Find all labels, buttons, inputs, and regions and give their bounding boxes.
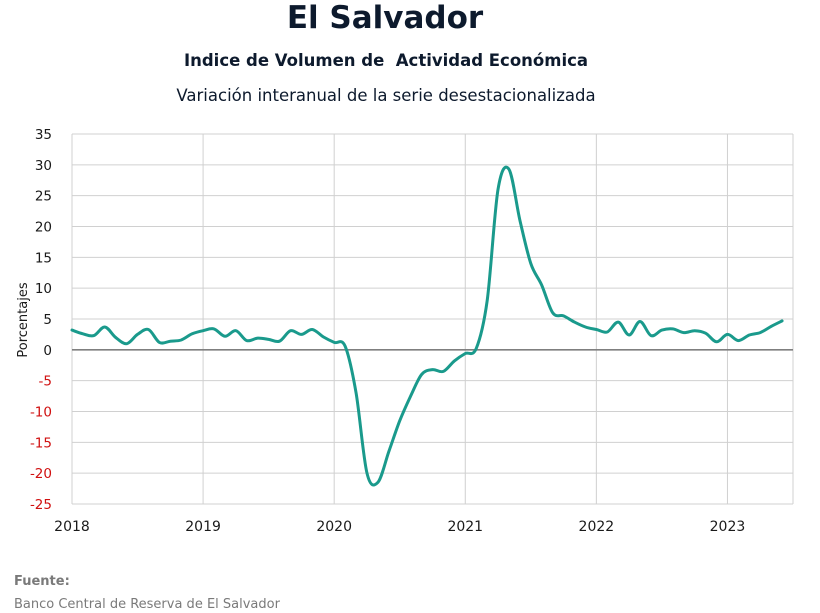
y-axis-ticks: 35 30 25 20 15 10 5 0 -5 -10 -15 -20 -25 (30, 127, 52, 513)
y-tick-label: 5 (43, 312, 52, 328)
source-text: Banco Central de Reserva de El Salvador (14, 597, 280, 612)
y-tick-label: 10 (35, 281, 52, 297)
chart-subtitle-secondary: Variación interanual de la serie desesta… (176, 86, 596, 105)
x-tick-label: 2018 (54, 519, 90, 535)
x-tick-label: 2023 (710, 519, 746, 535)
x-tick-label: 2020 (316, 519, 352, 535)
x-axis-ticks: 2018 2019 2020 2021 2022 2023 (54, 519, 745, 535)
y-tick-label: -25 (30, 497, 52, 513)
series-line (70, 165, 784, 487)
x-tick-label: 2019 (185, 519, 221, 535)
chart-subtitle: Indice de Volumen de Actividad Económica (183, 51, 589, 70)
y-tick-label: 20 (35, 220, 52, 236)
y-tick-label: 35 (35, 127, 52, 143)
line-chart: 35 30 25 20 15 10 5 0 -5 -10 -15 -20 -25 2018 2019 202… (16, 127, 794, 535)
grid-layer (71, 133, 794, 505)
y-tick-label: 25 (35, 189, 52, 205)
chart-title: El Salvador (286, 0, 484, 36)
x-tick-label: 2021 (447, 519, 483, 535)
y-tick-label: 15 (35, 250, 52, 266)
series-layer (70, 165, 784, 487)
source-label: Fuente: (14, 574, 70, 589)
y-tick-label: 0 (43, 343, 52, 359)
y-tick-label: -5 (39, 374, 52, 390)
y-tick-label: -20 (30, 466, 52, 482)
y-tick-label: -10 (30, 405, 52, 421)
y-axis-label: Porcentajes (16, 282, 31, 357)
y-tick-label: -15 (30, 435, 52, 451)
x-tick-label: 2022 (579, 519, 615, 535)
y-tick-label: 30 (35, 158, 52, 174)
